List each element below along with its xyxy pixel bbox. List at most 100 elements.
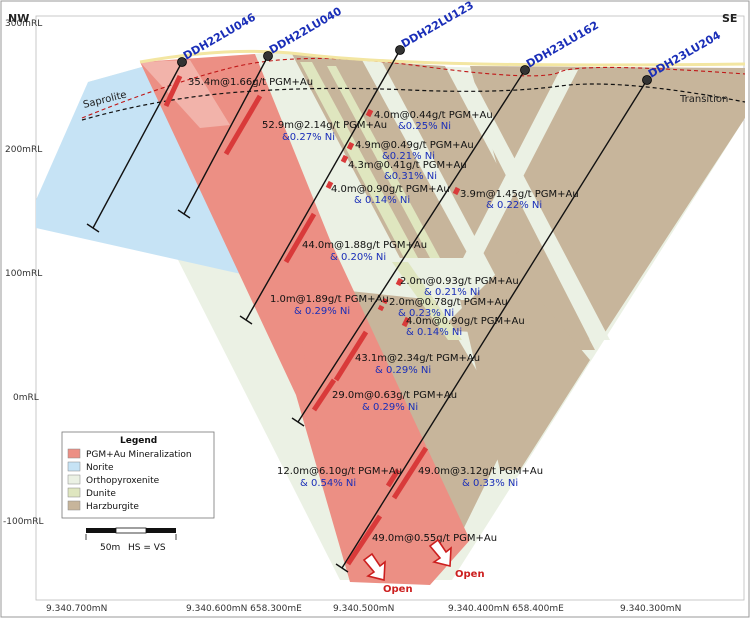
dunite-band-2: [327, 66, 440, 258]
direction-se: SE: [722, 12, 737, 25]
intercept-bar-9: [395, 277, 404, 287]
intercept-bar-5: [340, 154, 349, 164]
intercept-1-line1: 35.4m@1.66g/t PGM+Au: [188, 77, 313, 88]
intercept-bar-1: [163, 74, 183, 108]
intercept-bar-4: [346, 141, 355, 151]
intercept-14-line2: & 0.29% Ni: [362, 402, 418, 413]
intercept-bar-3: [365, 108, 374, 118]
intercept-10-line2: & 0.29% Ni: [294, 306, 350, 317]
mineralization-main-zone: [140, 54, 470, 585]
drillhole-trace-5: [341, 79, 648, 569]
legend-box: [61, 431, 215, 519]
intercept-6-line1: 4.0m@0.90g/t PGM+Au: [331, 184, 450, 195]
intercept-11-line1: 2.0m@0.78g/t PGM+Au: [389, 297, 508, 308]
intercept-13-line1: 43.1m@2.34g/t PGM+Au: [355, 353, 480, 364]
intercept-bar-6: [325, 180, 334, 190]
drillhole-end-4: [291, 417, 305, 427]
orthopyroxenite-gap-2: [462, 70, 578, 260]
intercept-13-line2: & 0.29% Ni: [375, 365, 431, 376]
elevation-label-100: 100mRL: [5, 269, 42, 279]
dunite-band-1: [300, 62, 418, 258]
open-arrow-right: [428, 538, 452, 568]
collar-4: [520, 65, 530, 75]
intercept-annotations: 35.4m@1.66g/t PGM+Au 52.9m@2.14g/t PGM+A…: [188, 77, 579, 544]
intercept-17-line1: 49.0m@0.55g/t PGM+Au: [372, 533, 497, 544]
northing-label-2: 9.340.600mN 658.300mE: [186, 604, 302, 614]
intercept-bar-10: [381, 297, 389, 305]
intercept-12-line2: & 0.14% Ni: [406, 327, 462, 338]
open-label-right: Open: [455, 569, 485, 580]
legend-swatch-mineralization: [67, 448, 81, 459]
collar-1: [177, 57, 187, 67]
drillhole-traces: [86, 49, 648, 573]
intercept-4-line1: 4.9m@0.49g/t PGM+Au: [355, 140, 474, 151]
intercept-2-line1: 52.9m@2.14g/t PGM+Au: [262, 120, 387, 131]
mineralization-upper-fringe: [140, 60, 230, 128]
legend-label-mineralization: PGM+Au Mineralization: [86, 450, 192, 460]
northing-label-5: 9.340.300mN: [620, 604, 681, 614]
legend: Legend PGM+Au Mineralization Norite Orth…: [61, 431, 215, 519]
drillhole-trace-3: [245, 49, 401, 321]
elevation-label-300: 300mRL: [5, 19, 42, 29]
intercept-bar-13: [333, 330, 369, 382]
intercept-16-line1: 49.0m@3.12g/t PGM+Au: [418, 466, 543, 477]
drillhole-end-3: [239, 315, 253, 325]
intercept-bar-8: [283, 212, 317, 264]
drillhole-trace-2: [183, 55, 269, 215]
legend-label-harzburgite: Harzburgite: [86, 502, 139, 512]
intercept-bar-2: [223, 94, 263, 156]
legend-swatch-norite: [67, 461, 81, 472]
intercept-bar-7: [452, 186, 461, 196]
scale-bar: 50m HS = VS: [85, 527, 177, 553]
surface-line: [139, 49, 746, 67]
open-label-left: Open: [383, 584, 413, 595]
open-arrow-left: [362, 552, 386, 582]
legend-swatch-harzburgite: [67, 500, 81, 511]
scale-bar-light: [115, 527, 147, 534]
saprolite-base-line: [81, 57, 746, 119]
intercept-8-line1: 44.0m@1.88g/t PGM+Au: [302, 240, 427, 251]
legend-swatch-dunite: [67, 487, 81, 498]
drillhole-trace-1: [92, 61, 183, 229]
intercept-16-line2: & 0.33% Ni: [462, 478, 518, 489]
intercept-3-line1: 4.0m@0.44g/t PGM+Au: [374, 110, 493, 121]
scale-length: 50m: [100, 543, 120, 553]
harzburgite-band-4: [340, 290, 512, 540]
intercept-bar-11: [377, 304, 385, 312]
northing-label-1: 9.340.700mN: [46, 604, 107, 614]
intercept-12-line1: 4.0m@0.90g/t PGM+Au: [406, 316, 525, 327]
intercept-bar-14: [311, 378, 337, 412]
intercept-5-line2: &0.31% Ni: [384, 171, 437, 182]
northing-label-4: 9.340.400mN 658.400mE: [448, 604, 564, 614]
elevation-label-200: 200mRL: [5, 145, 42, 155]
harzburgite-band-3: [440, 66, 745, 340]
northing-label-3: 9.340.500mN: [333, 604, 394, 614]
drillhole-end-2: [177, 209, 191, 219]
collar-5: [642, 75, 652, 85]
elevation-axis: 300mRL 200mRL 100mRL 0mRL -100mRL: [3, 19, 43, 527]
northing-axis: 9.340.700mN 9.340.600mN 658.300mE 9.340.…: [46, 604, 681, 614]
orthopyroxenite-gap-1: [452, 70, 610, 340]
intercept-15-line1: 12.0m@6.10g/t PGM+Au: [277, 466, 402, 477]
drillhole-end-1: [86, 223, 100, 233]
scale-bar-dark: [86, 528, 116, 533]
intercept-bars: [163, 74, 461, 566]
intercept-7-line2: & 0.22% Ni: [486, 200, 542, 211]
legend-swatch-orthopyroxenite: [67, 474, 81, 485]
intercept-10-line1: 1.0m@1.89g/t PGM+Au: [270, 294, 389, 305]
legend-label-orthopyroxenite: Orthopyroxenite: [86, 476, 160, 486]
elevation-label-minus100: -100mRL: [3, 517, 43, 527]
intercept-bar-15: [385, 468, 401, 488]
legend-label-dunite: Dunite: [86, 489, 116, 499]
intercept-14-line1: 29.0m@0.63g/t PGM+Au: [332, 390, 457, 401]
intercept-15-line2: & 0.54% Ni: [300, 478, 356, 489]
intercept-bar-12: [401, 316, 411, 328]
intercept-bar-17: [345, 514, 383, 566]
elevation-label-0: 0mRL: [13, 393, 39, 403]
intercept-9-line1: 2.0m@0.93g/t PGM+Au: [400, 276, 519, 287]
collar-2: [263, 51, 273, 61]
intercept-7-line1: 3.9m@1.45g/t PGM+Au: [460, 189, 579, 200]
direction-nw: NW: [8, 12, 29, 25]
